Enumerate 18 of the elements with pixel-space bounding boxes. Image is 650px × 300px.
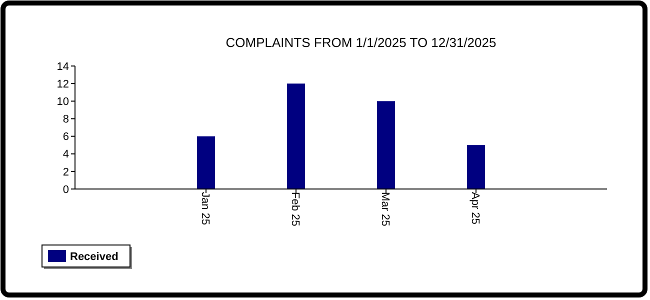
x-tick-label: Feb 25 [289, 192, 302, 226]
y-tick-label: 8 [62, 114, 69, 126]
x-tick-label: Jan 25 [199, 192, 212, 226]
bar [467, 145, 485, 189]
bar [377, 101, 395, 189]
x-tick-label: Mar 25 [379, 192, 392, 226]
y-tick-label: 14 [56, 60, 69, 73]
x-tick-label: Apr 25 [469, 192, 482, 224]
chart-title: COMPLAINTS FROM 1/1/2025 TO 12/31/2025 [226, 35, 496, 50]
legend-label: Received [70, 250, 118, 263]
y-tick-label: 6 [62, 131, 69, 144]
y-tick-label: 0 [62, 184, 69, 196]
y-tick-label: 2 [62, 166, 69, 178]
bar [287, 84, 305, 189]
y-tick-label: 4 [62, 148, 69, 161]
y-tick-label: 10 [56, 96, 69, 108]
y-tick-label: 12 [56, 78, 69, 90]
bar [197, 136, 215, 189]
